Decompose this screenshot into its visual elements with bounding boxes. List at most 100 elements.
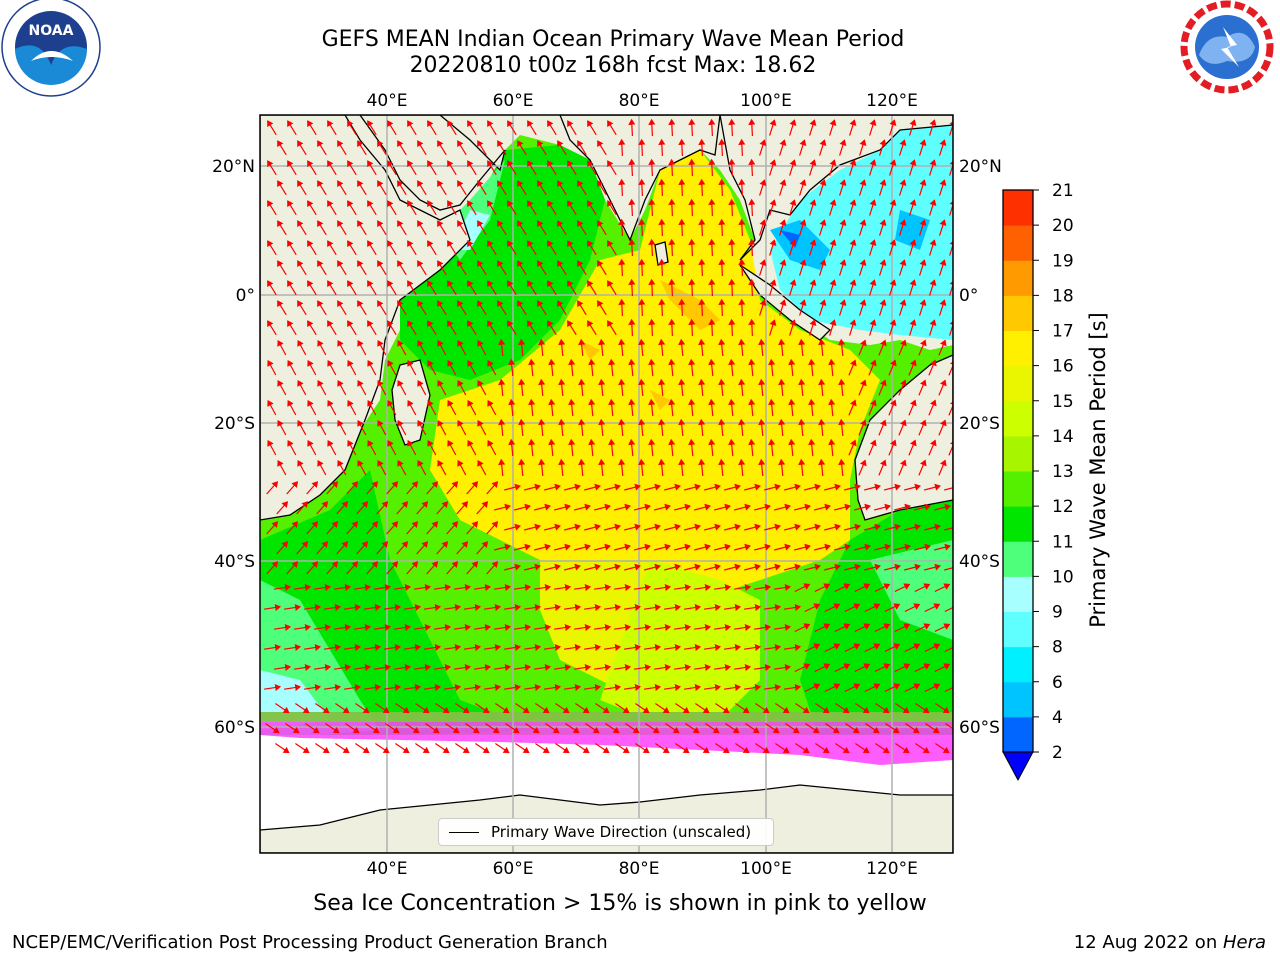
wave-arrow [455,703,470,714]
wave-arrow [818,378,826,397]
wave-arrow [855,743,870,754]
wave-arrow [267,160,277,176]
wave-arrow [277,180,287,196]
wave-arrow [754,623,772,632]
wave-arrow [769,279,777,296]
wave-arrow [274,583,292,592]
wave-arrow [614,583,632,592]
wave-arrow [938,379,947,396]
wave-arrow [925,723,940,734]
wave-arrow [477,300,487,316]
wave-arrow [938,419,947,436]
wave-arrow [604,683,622,692]
wave-arrow [795,703,810,714]
colorbar-segment [1003,646,1033,683]
wave-arrow [869,199,877,216]
wave-arrow [694,583,712,592]
wave-arrow [487,160,497,176]
wave-arrow [394,663,412,672]
wave-arrow [407,359,417,376]
wave-arrow [285,723,300,734]
wave-arrow [426,521,439,535]
wave-arrow [387,439,397,456]
colorbar-tick-label: 12 [1052,497,1074,517]
wave-arrow [714,663,732,672]
wave-arrow [738,258,746,277]
wave-arrow [774,623,792,632]
wave-arrow [286,481,299,495]
wave-arrow [738,378,746,397]
wave-arrow [316,501,329,515]
wave-arrow [948,399,953,416]
wave-arrow [954,506,970,510]
wave-arrow [678,178,686,197]
wave-arrow [275,703,290,714]
wave-arrow [628,358,636,377]
wave-arrow [508,358,516,377]
wave-arrow [785,723,800,734]
wave-arrow [275,743,290,754]
wave-arrow [664,643,682,652]
wave-arrow [446,481,459,495]
wave-arrow [307,120,317,136]
wave-arrow [377,140,387,156]
wave-arrow [924,523,941,531]
colorbar-tick-label: 8 [1052,638,1063,658]
wave-arrow [738,218,746,237]
wave-arrow [327,280,337,296]
wave-arrow [638,378,646,397]
wave-arrow [584,523,601,531]
wave-arrow [815,703,830,714]
wave-arrow [638,258,646,277]
wave-arrow [587,240,597,256]
wave-arrow [477,339,487,356]
wave-arrow [535,743,550,754]
wave-arrow [924,483,941,491]
wave-arrow [678,298,686,317]
wave-arrow [838,378,846,397]
wave-arrow [334,583,352,592]
wave-arrow [754,543,771,551]
wave-arrow [314,623,332,632]
wave-arrow [914,663,931,673]
wave-arrow [714,503,731,511]
wave-arrow [868,439,877,456]
wave-arrow [414,583,432,592]
wave-arrow [425,723,440,734]
wave-arrow [688,238,696,257]
wave-arrow [878,459,887,476]
wave-arrow [858,339,867,356]
wave-arrow [688,118,696,137]
wave-arrow [798,418,806,437]
wave-arrow [839,299,847,316]
wave-arrow [668,238,676,257]
wave-arrow [415,703,430,714]
wave-arrow [718,138,726,157]
wave-arrow [748,118,756,137]
wave-arrow [829,279,837,296]
wave-arrow [718,378,726,397]
wave-arrow [457,300,467,316]
wave-arrow [594,543,611,551]
wave-arrow [517,220,527,236]
wave-arrow [694,623,712,632]
wave-arrow [674,503,691,511]
wave-arrow [287,280,297,296]
wave-arrow [544,683,562,692]
wave-arrow [487,439,497,456]
wave-arrow [769,119,777,136]
wave-arrow [578,338,586,357]
wave-arrow [587,200,597,216]
wave-arrow [356,501,369,515]
wave-arrow [567,160,577,176]
wave-arrow [859,179,867,196]
wave-arrow [347,320,357,336]
wave-arrow [296,501,309,515]
wave-arrow [467,320,477,336]
wave-arrow [924,683,941,693]
wave-arrow [287,399,297,416]
wave-arrow [584,603,602,612]
wave-arrow [858,379,867,396]
wave-arrow [355,703,370,714]
wave-arrow [929,319,937,336]
